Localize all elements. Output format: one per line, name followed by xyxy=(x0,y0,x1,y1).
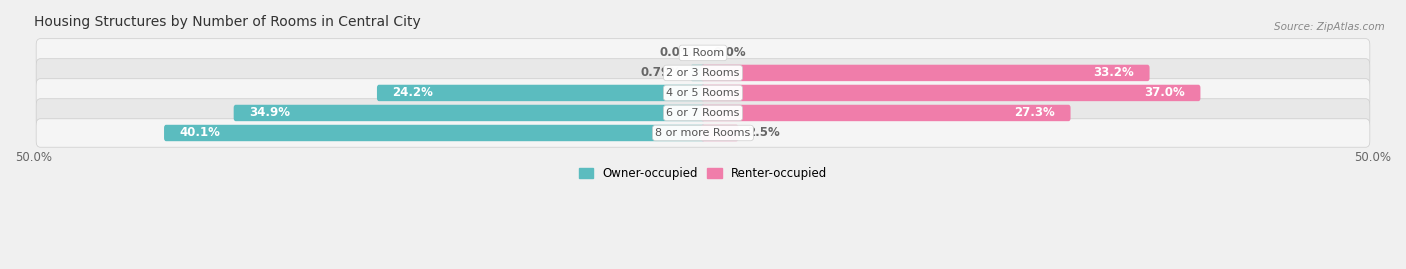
FancyBboxPatch shape xyxy=(233,105,704,121)
FancyBboxPatch shape xyxy=(702,105,1070,121)
Text: 2 or 3 Rooms: 2 or 3 Rooms xyxy=(666,68,740,78)
Text: 40.1%: 40.1% xyxy=(180,126,221,140)
Text: Housing Structures by Number of Rooms in Central City: Housing Structures by Number of Rooms in… xyxy=(34,15,420,29)
FancyBboxPatch shape xyxy=(37,59,1369,87)
FancyBboxPatch shape xyxy=(37,119,1369,147)
FancyBboxPatch shape xyxy=(702,85,1201,101)
Text: 0.0%: 0.0% xyxy=(714,47,747,59)
Text: 4 or 5 Rooms: 4 or 5 Rooms xyxy=(666,88,740,98)
Text: 37.0%: 37.0% xyxy=(1144,86,1185,100)
Text: 33.2%: 33.2% xyxy=(1094,66,1135,79)
FancyBboxPatch shape xyxy=(165,125,704,141)
Text: 27.3%: 27.3% xyxy=(1014,107,1054,119)
Text: 8 or more Rooms: 8 or more Rooms xyxy=(655,128,751,138)
Text: 0.0%: 0.0% xyxy=(659,47,692,59)
Text: 6 or 7 Rooms: 6 or 7 Rooms xyxy=(666,108,740,118)
Text: 0.79%: 0.79% xyxy=(641,66,682,79)
Text: 1 Room: 1 Room xyxy=(682,48,724,58)
Text: Source: ZipAtlas.com: Source: ZipAtlas.com xyxy=(1274,22,1385,31)
Text: 34.9%: 34.9% xyxy=(249,107,290,119)
Legend: Owner-occupied, Renter-occupied: Owner-occupied, Renter-occupied xyxy=(574,162,832,185)
FancyBboxPatch shape xyxy=(702,125,738,141)
FancyBboxPatch shape xyxy=(37,39,1369,67)
FancyBboxPatch shape xyxy=(37,79,1369,107)
FancyBboxPatch shape xyxy=(702,65,1150,81)
Text: 24.2%: 24.2% xyxy=(392,86,433,100)
FancyBboxPatch shape xyxy=(37,99,1369,127)
Text: 2.5%: 2.5% xyxy=(747,126,780,140)
FancyBboxPatch shape xyxy=(377,85,704,101)
FancyBboxPatch shape xyxy=(690,65,704,81)
